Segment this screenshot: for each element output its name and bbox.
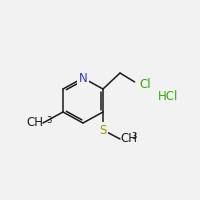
Text: Cl: Cl [139,77,151,90]
Text: S: S [99,123,107,136]
Text: CH: CH [120,132,137,146]
Text: 3: 3 [131,132,136,141]
Text: HCl: HCl [158,90,178,104]
Text: 3: 3 [46,116,51,125]
Text: CH: CH [26,116,43,130]
Text: N: N [79,72,87,84]
